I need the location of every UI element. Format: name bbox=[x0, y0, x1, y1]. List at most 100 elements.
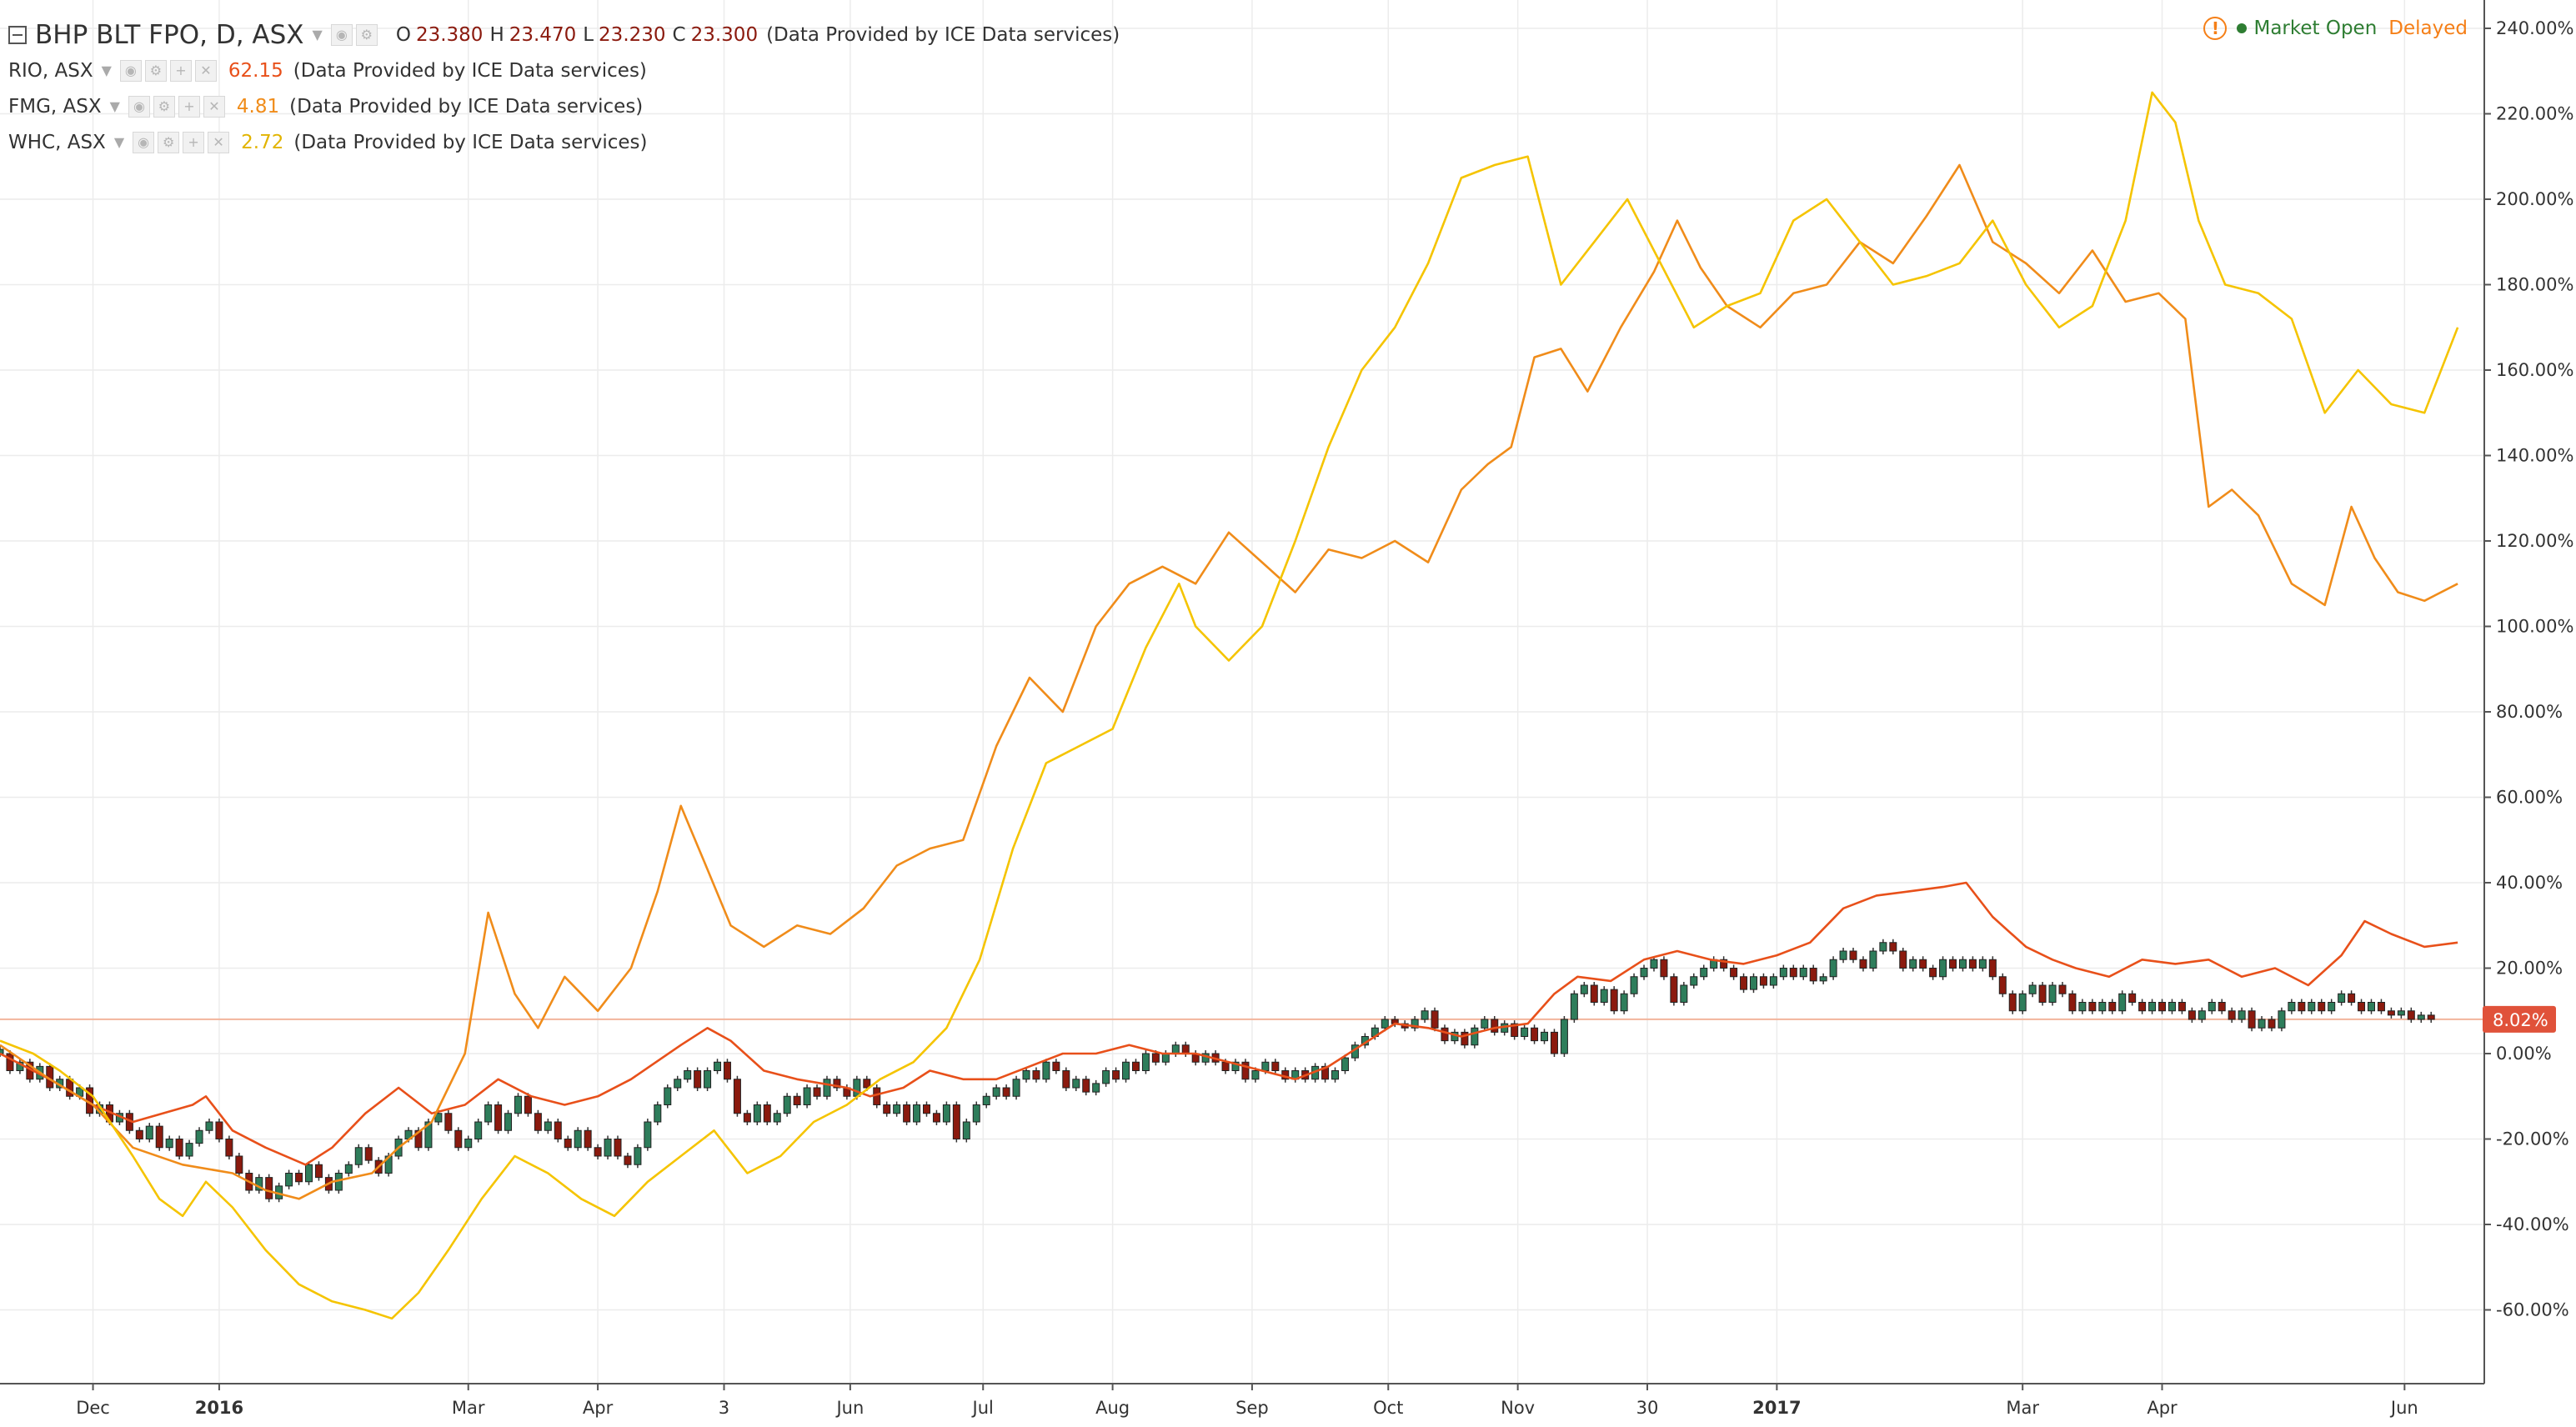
candle-body bbox=[1640, 968, 1648, 978]
gear-icon[interactable]: ⚙ bbox=[158, 131, 180, 153]
candle-body bbox=[424, 1121, 433, 1149]
candle-body bbox=[1161, 1053, 1170, 1063]
high-label: H bbox=[489, 23, 504, 46]
candle-body bbox=[2198, 1010, 2206, 1020]
candle-body bbox=[674, 1079, 682, 1089]
chevron-down-icon[interactable]: ▼ bbox=[109, 98, 120, 114]
candle-body bbox=[2248, 1010, 2256, 1029]
candle-body bbox=[2118, 993, 2127, 1012]
chevron-down-icon[interactable]: ▼ bbox=[312, 27, 323, 43]
candle-body bbox=[444, 1113, 453, 1131]
candle-body bbox=[2028, 984, 2037, 994]
close-icon[interactable]: ✕ bbox=[194, 59, 217, 82]
candle-body bbox=[1171, 1044, 1180, 1054]
compare-symbol[interactable]: WHC, ASX bbox=[8, 131, 106, 153]
y-tick-label: 120.00% bbox=[2496, 531, 2573, 551]
candle-body bbox=[1082, 1079, 1090, 1093]
candle-body bbox=[2218, 1002, 2226, 1012]
candle-body bbox=[544, 1121, 552, 1131]
plus-icon[interactable]: + bbox=[183, 131, 205, 153]
candle-body bbox=[634, 1147, 642, 1165]
y-tick-label: 140.00% bbox=[2496, 446, 2573, 466]
x-tick-label: 2016 bbox=[195, 1398, 243, 1418]
price-and-time-axes[interactable] bbox=[0, 0, 2485, 1384]
chart-legend: BHP BLT FPO, D, ASX ▼ ◉ ⚙ O 23.380 H 23.47… bbox=[8, 17, 1120, 160]
x-tick-label: 3 bbox=[719, 1398, 729, 1418]
eye-icon[interactable]: ◉ bbox=[128, 95, 150, 118]
candle-body bbox=[1939, 959, 1947, 978]
eye-icon[interactable]: ◉ bbox=[133, 131, 155, 153]
candle-body bbox=[205, 1121, 213, 1131]
data-provider-note: (Data Provided by ICE Data services) bbox=[766, 23, 1120, 46]
candle-body bbox=[1141, 1053, 1150, 1071]
compare-symbol[interactable]: RIO, ASX bbox=[8, 59, 93, 82]
candle-body bbox=[1531, 1027, 1539, 1042]
plus-icon[interactable]: + bbox=[169, 59, 192, 82]
main-symbol[interactable]: BHP BLT FPO, D, ASX bbox=[35, 19, 304, 50]
close-icon[interactable]: ✕ bbox=[203, 95, 225, 118]
x-tick-label: Sep bbox=[1235, 1398, 1269, 1418]
x-tick-label: 2017 bbox=[1752, 1398, 1801, 1418]
candle-body bbox=[524, 1095, 532, 1114]
candle-body bbox=[1929, 968, 1937, 978]
candle-body bbox=[1759, 976, 1767, 986]
candle-body bbox=[982, 1095, 990, 1105]
last-value-badge: 8.02% bbox=[2483, 1005, 2556, 1033]
candle-body bbox=[295, 1173, 303, 1183]
candle-body bbox=[2228, 1010, 2236, 1020]
candle-body bbox=[1829, 959, 1837, 978]
gear-icon[interactable]: ⚙ bbox=[153, 95, 175, 118]
candle-body bbox=[624, 1155, 632, 1165]
candle-body bbox=[2318, 1002, 2326, 1012]
eye-icon[interactable]: ◉ bbox=[330, 23, 353, 46]
candle-body bbox=[2108, 1002, 2117, 1012]
x-tick-label: Mar bbox=[2006, 1398, 2039, 1418]
candle-body bbox=[255, 1177, 263, 1191]
candle-body bbox=[554, 1121, 562, 1139]
candle-body bbox=[1072, 1079, 1080, 1089]
x-tick-label: Nov bbox=[1501, 1398, 1535, 1418]
plus-icon[interactable]: + bbox=[178, 95, 200, 118]
candle-body bbox=[2298, 1002, 2306, 1012]
collapse-icon[interactable] bbox=[8, 25, 27, 44]
candle-body bbox=[1481, 1019, 1489, 1029]
candle-body bbox=[1032, 1070, 1040, 1080]
candle-body bbox=[952, 1104, 960, 1139]
y-tick-label: 40.00% bbox=[2496, 873, 2563, 893]
candle-body bbox=[1670, 976, 1678, 1003]
candle-body bbox=[145, 1125, 153, 1139]
candle-body bbox=[773, 1113, 781, 1123]
candle-body bbox=[783, 1095, 791, 1114]
candle-body bbox=[1680, 984, 1688, 1003]
candle-body bbox=[534, 1113, 542, 1131]
candle-body bbox=[1570, 993, 1578, 1020]
candle-body bbox=[962, 1121, 970, 1139]
candle-body bbox=[2338, 993, 2346, 1003]
gear-icon[interactable]: ⚙ bbox=[144, 59, 167, 82]
candle-body bbox=[2138, 1002, 2147, 1012]
chevron-down-icon[interactable]: ▼ bbox=[113, 134, 125, 150]
high-value: 23.470 bbox=[509, 23, 577, 46]
compare-symbol[interactable]: FMG, ASX bbox=[8, 95, 102, 118]
close-icon[interactable]: ✕ bbox=[208, 131, 230, 153]
candle-body bbox=[2387, 1010, 2395, 1016]
candle-body bbox=[733, 1079, 741, 1114]
candle-body bbox=[1720, 959, 1728, 969]
candle-body bbox=[1131, 1061, 1140, 1071]
candle-body bbox=[1620, 993, 1628, 1012]
candle-body bbox=[1988, 959, 1997, 978]
candle-body bbox=[1411, 1019, 1419, 1029]
gear-icon[interactable]: ⚙ bbox=[355, 23, 378, 46]
candle-body bbox=[1819, 976, 1827, 982]
candle-body bbox=[494, 1104, 503, 1131]
candle-body bbox=[2038, 984, 2047, 1003]
candle-body bbox=[763, 1104, 771, 1123]
candle-body bbox=[1909, 959, 1917, 969]
candle-body bbox=[2088, 1002, 2097, 1012]
eye-icon[interactable]: ◉ bbox=[119, 59, 142, 82]
candle-body bbox=[1769, 976, 1777, 986]
candle-body bbox=[464, 1139, 473, 1149]
warning-icon[interactable]: ! bbox=[2203, 17, 2228, 40]
chevron-down-icon[interactable]: ▼ bbox=[101, 63, 112, 78]
